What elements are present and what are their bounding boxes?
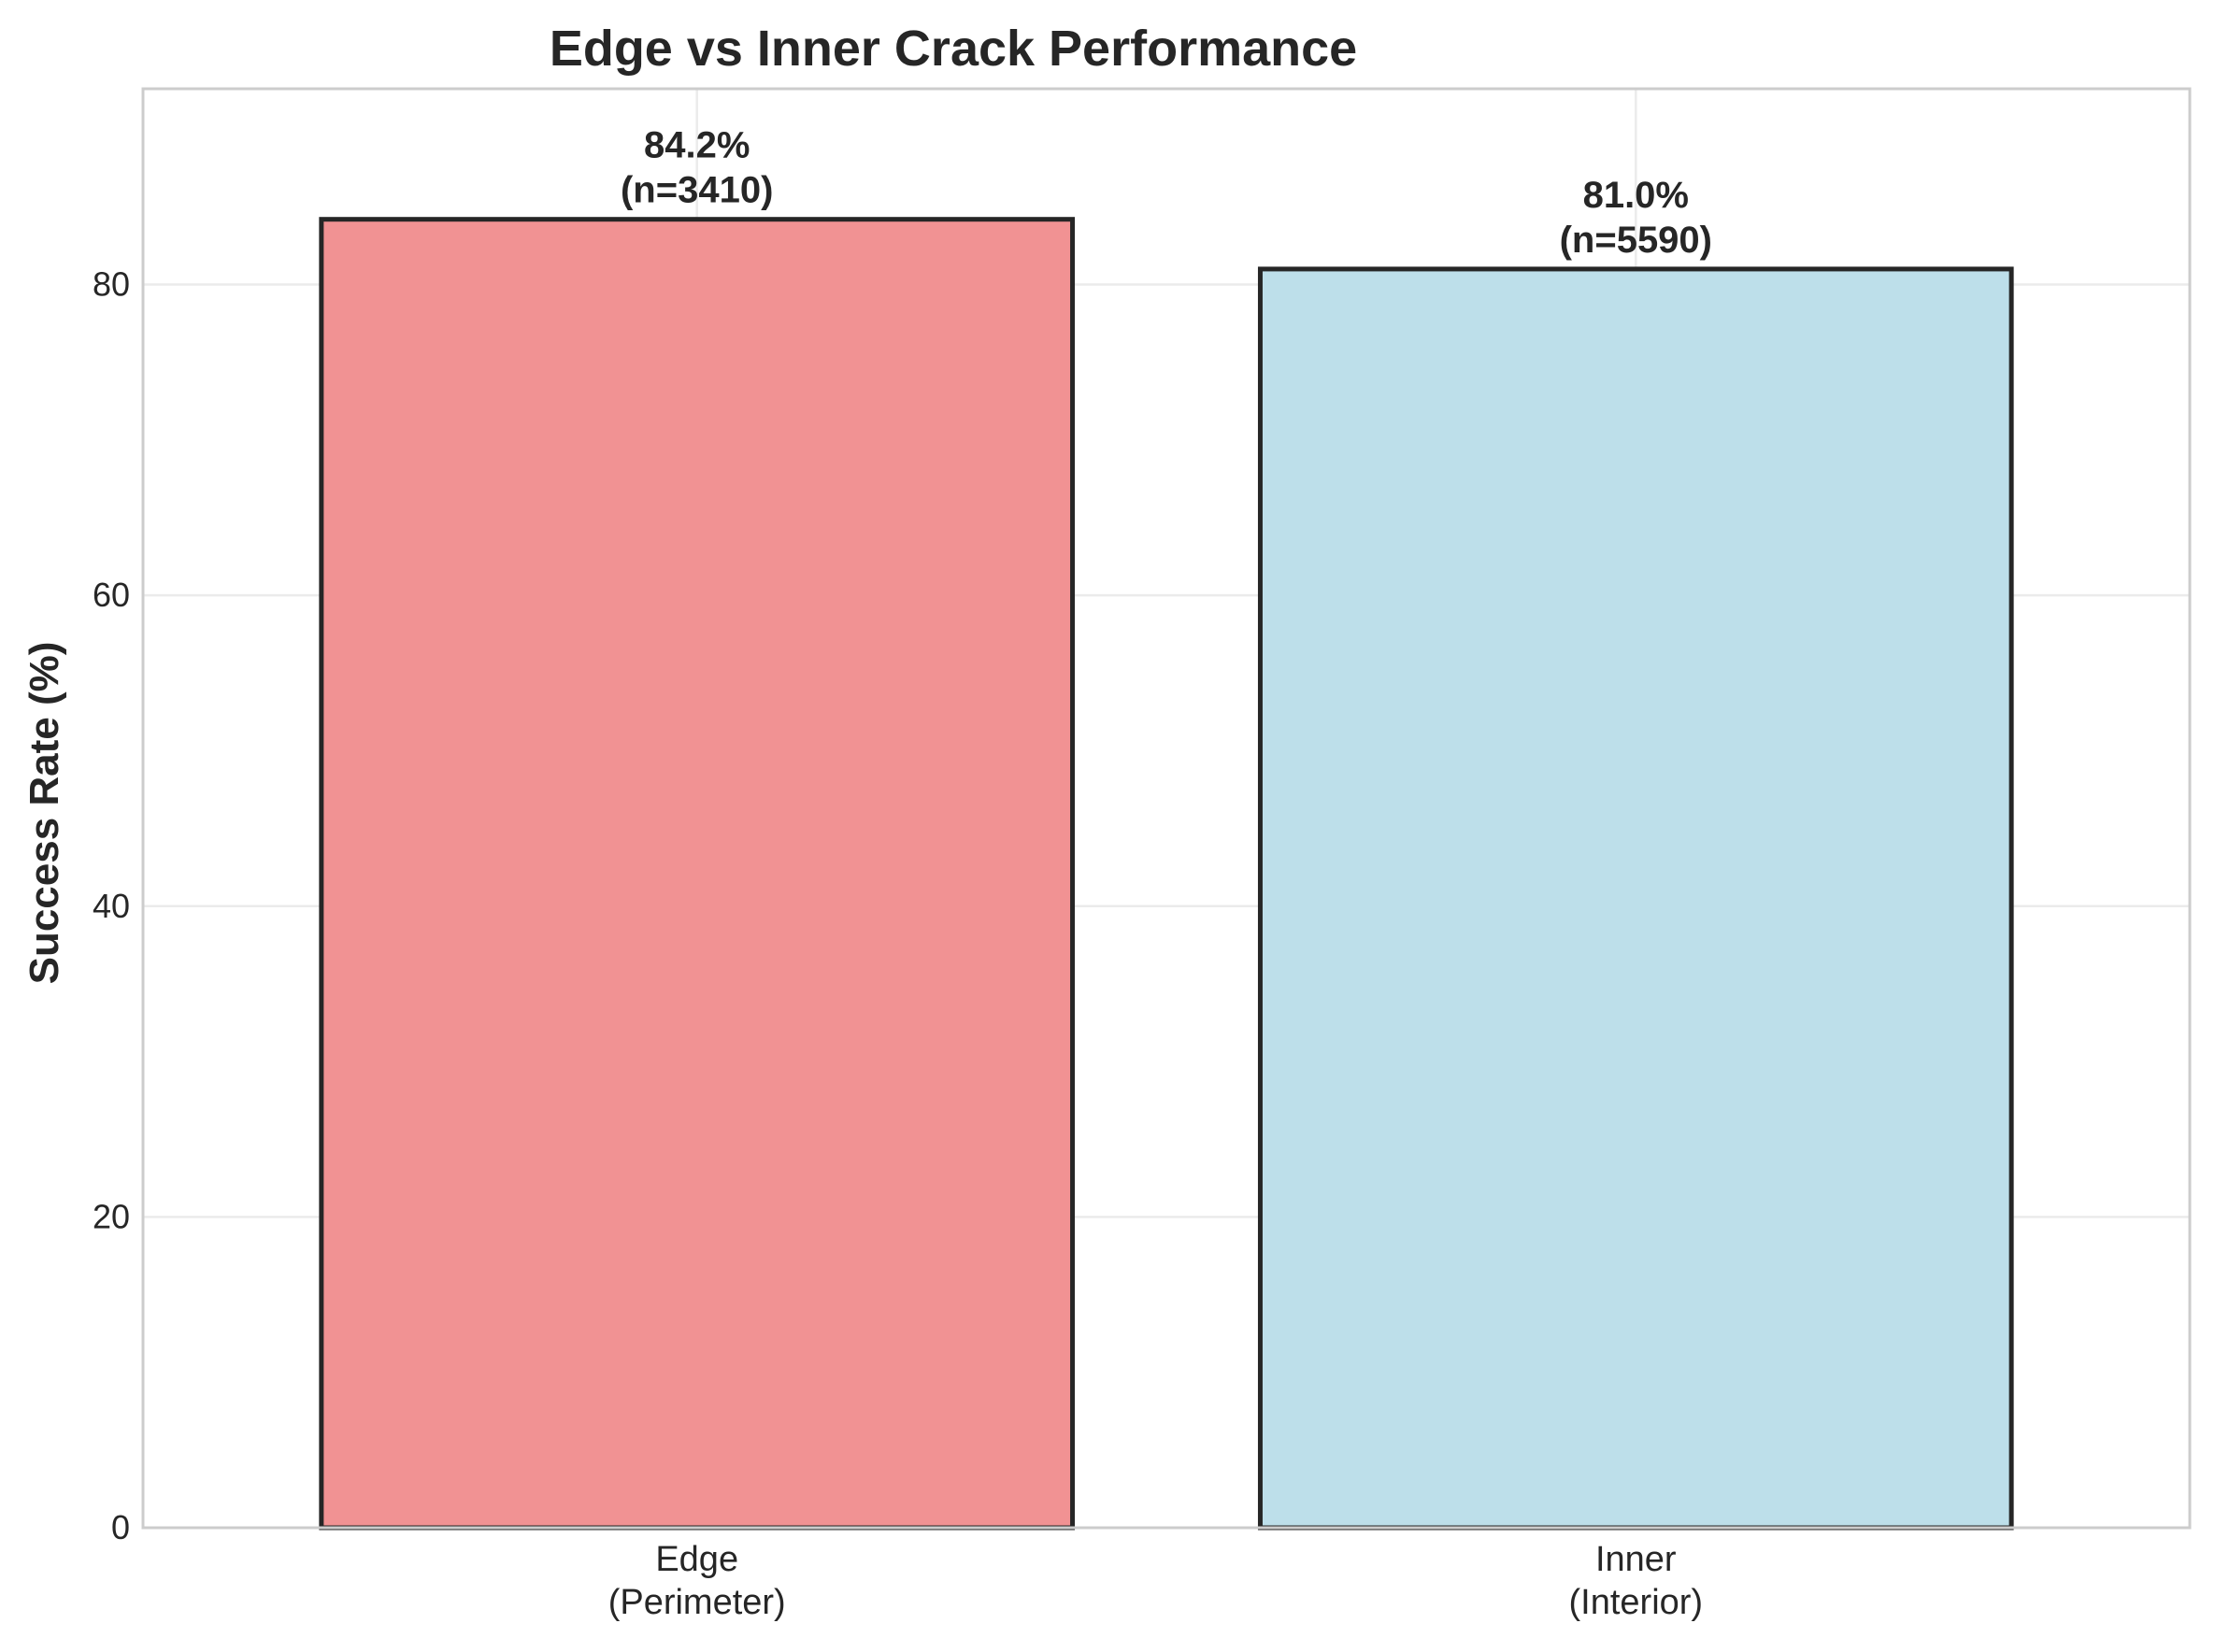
y-tick-label: 20: [93, 1197, 130, 1235]
x-tick-label: Inner: [1595, 1540, 1677, 1579]
bar-value-label: 81.0%: [1583, 175, 1689, 216]
y-tick-label: 0: [111, 1508, 130, 1546]
y-tick-label: 40: [93, 887, 130, 925]
bar-edge: [319, 217, 1076, 1531]
bar-inner: [1257, 266, 2014, 1531]
x-tick-label: Edge: [655, 1540, 738, 1579]
plot-frame: [141, 87, 2192, 1530]
bar-value-label: (n=3410): [621, 170, 773, 211]
y-axis-label: Success Rate (%): [21, 642, 67, 985]
x-tick-label: (Perimeter): [608, 1583, 786, 1622]
y-tick-label: 80: [93, 265, 130, 304]
chart-title: Edge vs Inner Crack Performance: [550, 21, 1357, 77]
bars: [319, 217, 2014, 1531]
bar-value-label: (n=5590): [1560, 220, 1712, 261]
x-tick-label: (Interior): [1569, 1583, 1704, 1622]
x-axis-ticks: Edge (Perimeter) Inner (Interior): [608, 1540, 1703, 1622]
bar-value-label: 84.2%: [644, 125, 750, 166]
y-axis-ticks: 0 20 40 60 80: [93, 265, 130, 1546]
bar-value-labels: 84.2%(n=3410) 81.0%(n=5590): [621, 125, 1712, 261]
y-tick-label: 60: [93, 576, 130, 614]
